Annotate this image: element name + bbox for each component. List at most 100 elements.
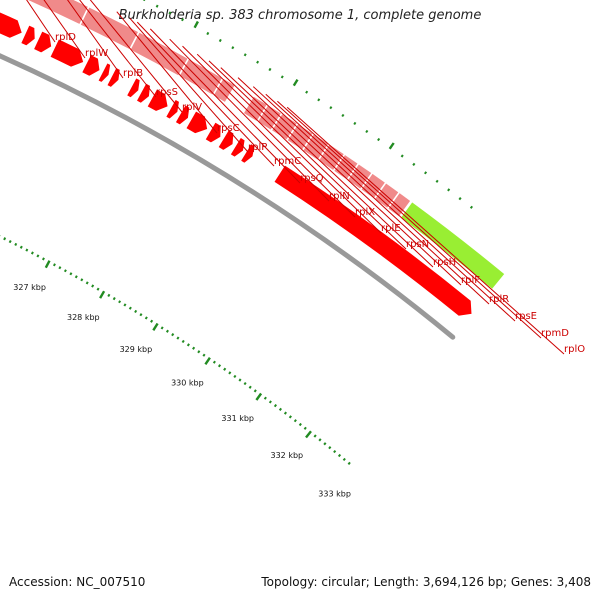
- inner-minor-tick: [233, 374, 237, 378]
- outer-minor-tick: [280, 75, 284, 79]
- outer-minor-tick: [353, 121, 357, 126]
- inner-minor-tick: [25, 248, 29, 252]
- inner-major-tick: [255, 392, 263, 401]
- outer-minor-tick: [458, 197, 462, 201]
- gene-leader-line: [196, 53, 382, 234]
- outer-major-tick: [292, 78, 299, 87]
- inner-minor-tick: [42, 257, 45, 261]
- inner-minor-tick: [303, 426, 307, 430]
- inner-major-tick: [204, 357, 211, 365]
- gene-label-rplP: rplP: [248, 142, 267, 153]
- gene-leader-line: [252, 86, 490, 305]
- cds-arrow: [81, 54, 101, 77]
- inner-minor-tick: [212, 360, 216, 364]
- inner-minor-tick: [342, 457, 346, 462]
- inner-minor-tick: [123, 303, 127, 307]
- inner-minor-tick: [85, 281, 89, 285]
- gene-band: [317, 143, 346, 172]
- inner-minor-tick: [3, 237, 7, 241]
- gene-label-rpsQ: rpsQ: [300, 173, 324, 184]
- inner-minor-tick: [253, 389, 257, 393]
- gene-leader-line: [26, 0, 56, 43]
- cds-arrow: [185, 110, 209, 135]
- outer-minor-tick: [400, 154, 404, 158]
- outer-minor-tick: [256, 60, 260, 64]
- gene-leader-line: [89, 0, 183, 113]
- outer-major-tick: [388, 142, 395, 150]
- gene-label-rplO: rplO: [564, 344, 585, 355]
- outer-minor-tick: [231, 46, 235, 50]
- gene-label-rplV: rplV: [182, 102, 202, 113]
- gene-leader-line: [265, 93, 516, 322]
- cds-arrow: [20, 24, 36, 47]
- inner-minor-tick: [298, 422, 302, 427]
- cds-arrow: [217, 129, 235, 151]
- inner-minor-tick: [118, 300, 122, 304]
- outer-minor-tick: [168, 11, 172, 15]
- outer-minor-tick: [305, 90, 309, 94]
- gene-label-rpsC: rpsC: [217, 123, 240, 134]
- gene-leader-line: [277, 100, 542, 339]
- inner-tick-ring: [0, 235, 351, 466]
- inner-minor-tick: [186, 343, 190, 347]
- inner-major-tick: [99, 290, 106, 299]
- inner-minor-tick: [268, 400, 272, 404]
- gene-band: [212, 77, 236, 104]
- outer-minor-tick: [206, 31, 210, 36]
- gene-label-rpsS: rpsS: [156, 87, 178, 98]
- cds-arrow: [174, 104, 191, 126]
- outer-minor-tick: [218, 38, 222, 43]
- gene-label-rplN: rplN: [329, 191, 350, 202]
- kbp-label: 327 kbp: [13, 283, 46, 292]
- outer-minor-tick: [155, 4, 159, 8]
- cds-arrow: [229, 136, 246, 158]
- inner-minor-tick: [217, 364, 222, 368]
- gene-label-rplW: rplW: [85, 48, 108, 59]
- gene-leader-line: [67, 0, 124, 79]
- outer-minor-tick: [181, 18, 184, 22]
- inner-minor-tick: [14, 242, 18, 246]
- gene-label-rplE: rplE: [381, 223, 401, 234]
- kbp-label: 328 kbp: [67, 313, 100, 322]
- backbone-line: [0, 53, 456, 340]
- inner-minor-tick: [202, 353, 206, 357]
- cds-arrow: [240, 143, 256, 164]
- cds-arrow: [165, 98, 180, 120]
- inner-minor-tick: [107, 293, 111, 298]
- gene-label-layer: rplD rplW rplB rpsS rplV rpsC rplP rpmC rpsQ rplN…: [26, 0, 585, 355]
- gene-label-rplD: rplD: [55, 32, 76, 43]
- outer-minor-tick: [469, 205, 474, 209]
- outer-minor-tick: [341, 113, 345, 118]
- inner-minor-tick: [197, 350, 201, 354]
- gene-label-rplX: rplX: [355, 207, 375, 218]
- cds-arrow: [106, 66, 121, 88]
- inner-minor-tick: [273, 404, 278, 408]
- outer-major-tick: [193, 20, 199, 29]
- cds-arrow: [204, 121, 222, 144]
- inner-minor-tick: [181, 339, 185, 344]
- gene-leader-line: [79, 0, 157, 98]
- topology-text: Topology: circular; Length: 3,694,126 bp…: [261, 575, 591, 589]
- outer-minor-tick: [435, 179, 439, 183]
- inner-minor-tick: [318, 438, 322, 442]
- gene-band: [346, 163, 373, 190]
- gene-label-rpmC: rpmC: [274, 156, 301, 167]
- inner-minor-tick: [19, 245, 23, 249]
- kbp-label: 331 kbp: [221, 414, 254, 423]
- inner-minor-tick: [134, 309, 138, 314]
- gene-leader-line: [116, 11, 218, 134]
- inner-minor-tick: [248, 385, 252, 389]
- gene-label-rplR: rplR: [489, 294, 509, 305]
- gene-leader-line: [286, 106, 565, 355]
- outer-minor-tick: [423, 171, 428, 175]
- gene-band: [242, 95, 268, 123]
- cds-arrow: [126, 77, 141, 99]
- gene-leader-line: [43, 0, 86, 59]
- outer-minor-tick: [365, 129, 369, 134]
- inner-minor-tick: [288, 415, 292, 419]
- inner-minor-tick: [128, 306, 132, 310]
- backbone: [0, 53, 456, 340]
- inner-minor-tick: [139, 313, 143, 317]
